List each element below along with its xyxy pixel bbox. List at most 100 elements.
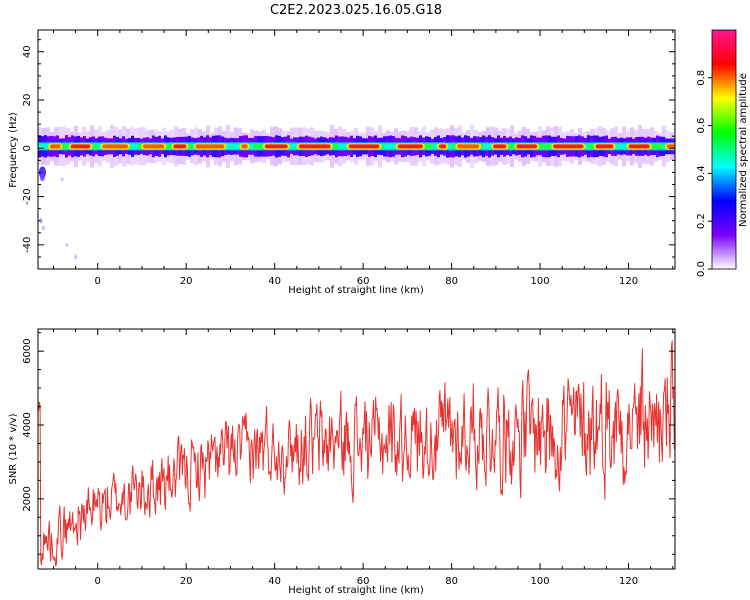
spectrogram-core-cell bbox=[548, 143, 553, 149]
spectrogram-hot-cell bbox=[553, 144, 584, 149]
spectrogram-core-cell bbox=[618, 143, 623, 149]
spectrogram-core-cell bbox=[248, 143, 253, 149]
spectrogram-hot-cell bbox=[628, 144, 650, 149]
spectrogram-hot-cell bbox=[348, 144, 380, 149]
snr-x-tick-label: 100 bbox=[531, 576, 550, 587]
snr-y-tick-label: 4000 bbox=[22, 412, 33, 437]
colorbar-tick-label: 0.6 bbox=[696, 118, 707, 134]
spectrogram-hot-cell bbox=[666, 144, 675, 149]
spectrogram-x-tick-label: 60 bbox=[357, 276, 370, 287]
spectrogram-core-cell bbox=[38, 143, 43, 149]
spectrogram-core-cell bbox=[253, 143, 258, 149]
spectrogram-core-cell bbox=[653, 143, 658, 149]
snr-x-axis-label: Height of straight line (km) bbox=[288, 585, 424, 596]
spectrogram-outlier-spot bbox=[65, 242, 68, 247]
spectrogram-x-tick-label: 40 bbox=[268, 276, 281, 287]
spectrogram-hot-cell bbox=[173, 144, 187, 149]
snr-x-tick-label: 80 bbox=[445, 576, 458, 587]
spectrogram-outlier-spot bbox=[41, 225, 45, 231]
spectrogram-hot-cell bbox=[493, 144, 507, 149]
snr-y-tick-label: 6000 bbox=[22, 338, 33, 363]
spectrogram-x-tick-label: 0 bbox=[95, 276, 101, 287]
spectrogram-core-cell bbox=[43, 143, 48, 149]
spectrogram-core-cell bbox=[488, 143, 493, 149]
colorbar-gradient bbox=[711, 29, 737, 270]
snr-x-tick-label: 120 bbox=[619, 576, 638, 587]
spectrogram-hot-cell bbox=[241, 144, 248, 149]
colorbar-tick-label: 0.4 bbox=[696, 165, 707, 181]
spectrogram-core-cell bbox=[383, 143, 388, 149]
spectrogram-x-tick-label: 100 bbox=[531, 276, 550, 287]
colorbar: 0.0 0.2 0.4 0.6 0.8 Normalized spectral ampl… bbox=[696, 29, 749, 277]
spectrogram-panel: 0 20 40 60 80 100 120 -40 -20 0 20 40 Height of st… bbox=[8, 29, 676, 296]
spectrogram-core-cell bbox=[293, 143, 298, 149]
snr-x-tick-label: 60 bbox=[357, 576, 370, 587]
spectrogram-y-tick-label: -20 bbox=[22, 188, 33, 204]
snr-background bbox=[38, 329, 675, 569]
spectrogram-core-cell bbox=[433, 143, 438, 149]
colorbar-tick-label: 0.2 bbox=[696, 213, 707, 229]
spectrogram-image bbox=[38, 124, 675, 260]
spectrogram-core-cell bbox=[338, 143, 343, 149]
spectrogram-outlier-spot bbox=[61, 177, 64, 182]
spectrogram-core-cell bbox=[258, 143, 263, 149]
spectrogram-core-cell bbox=[483, 143, 488, 149]
spectrogram-core-cell bbox=[138, 143, 143, 149]
spectrogram-x-tick-label: 120 bbox=[619, 276, 638, 287]
spectrogram-core-cell bbox=[288, 143, 293, 149]
spectrogram-hot-cell bbox=[298, 144, 331, 149]
spectrogram-hot-cell bbox=[142, 144, 165, 149]
spectrogram-core-cell bbox=[168, 143, 173, 149]
spectrogram-x-tick-label: 80 bbox=[445, 276, 458, 287]
spectrogram-core-cell bbox=[423, 143, 428, 149]
spectrogram-hot-cell bbox=[595, 144, 614, 149]
snr-x-tick-label: 0 bbox=[95, 576, 101, 587]
spectrogram-core-cell bbox=[543, 143, 548, 149]
snr-frame bbox=[37, 328, 676, 570]
spectrogram-core-cell bbox=[588, 143, 593, 149]
spectrogram-core-cell bbox=[388, 143, 393, 149]
spectrogram-core-cell bbox=[188, 143, 193, 149]
spectrogram-core-cell bbox=[448, 143, 453, 149]
snr-panel: 0 20 40 60 80 100 120 2000 4000 6000 Height of s… bbox=[8, 328, 676, 596]
spectrogram-y-tick-label: 20 bbox=[22, 94, 33, 107]
spectrogram-hot-cell bbox=[397, 144, 423, 149]
colorbar-tick-label: 0.8 bbox=[696, 70, 707, 86]
spectrogram-core-cell bbox=[128, 143, 133, 149]
spectrogram-core-cell bbox=[93, 143, 98, 149]
spectrogram-core-cell bbox=[333, 143, 338, 149]
spectrogram-x-tick-label: 20 bbox=[180, 276, 193, 287]
colorbar-tick-label: 0.0 bbox=[696, 261, 707, 277]
spectrogram-frame bbox=[37, 29, 676, 270]
spectrogram-core-cell bbox=[63, 143, 68, 149]
snr-x-tick-label: 40 bbox=[268, 576, 281, 587]
spectrogram-hot-cell bbox=[457, 144, 480, 149]
spectrogram-hot-cell bbox=[70, 144, 91, 149]
spectrogram-hot-cell bbox=[195, 144, 225, 149]
spectrogram-core-cell bbox=[228, 143, 233, 149]
snr-series-line bbox=[38, 340, 675, 567]
spectrogram-y-tick-label: -40 bbox=[22, 237, 33, 253]
spectrogram-hot-cell bbox=[264, 144, 288, 149]
spectrogram-outlier-spot bbox=[39, 217, 43, 224]
spectrogram-core-cell bbox=[658, 143, 663, 149]
spectrogram-core-cell bbox=[508, 143, 513, 149]
snr-y-tick-label: 2000 bbox=[22, 486, 33, 511]
spectrogram-y-tick-label: 0 bbox=[22, 145, 33, 151]
spectrogram-core-cell bbox=[428, 143, 433, 149]
spectrogram-hot-cell bbox=[50, 144, 61, 149]
spectrogram-y-tick-label: 40 bbox=[22, 45, 33, 58]
spectrogram-hot-cell bbox=[516, 144, 538, 149]
spectrogram-core-cell bbox=[133, 143, 138, 149]
spectrogram-outlier-spot bbox=[40, 173, 45, 182]
spectrogram-outlier-spot bbox=[74, 254, 78, 260]
spectrogram-hot-cell bbox=[102, 144, 128, 149]
snr-y-axis-label: SNR (10 * v/v) bbox=[8, 413, 19, 484]
spectrogram-x-axis-label: Height of straight line (km) bbox=[288, 285, 424, 296]
colorbar-label: Normalized spectral amplitude bbox=[738, 73, 749, 227]
spectrogram-hot-cell bbox=[438, 144, 447, 149]
snr-x-tick-label: 20 bbox=[180, 576, 193, 587]
spectrogram-core-cell bbox=[393, 143, 398, 149]
spectrogram-core-cell bbox=[233, 143, 238, 149]
